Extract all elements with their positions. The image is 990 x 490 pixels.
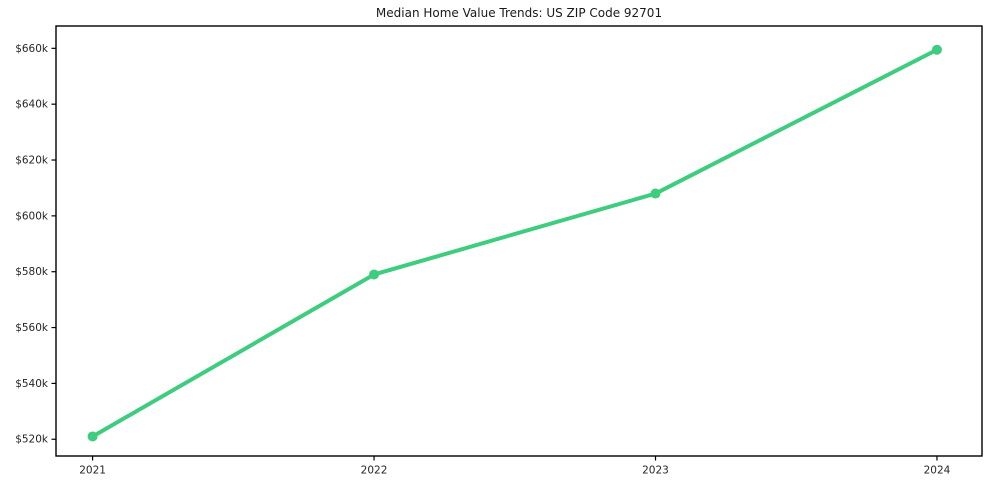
data-point-2022 <box>369 269 380 280</box>
plot-border <box>55 25 983 457</box>
y-tick-label: $540k <box>15 378 49 390</box>
y-tick-label: $600k <box>15 210 49 222</box>
y-tick-label: $520k <box>15 434 49 446</box>
x-tick-label: 2021 <box>79 465 106 477</box>
x-tick-label: 2024 <box>924 465 951 477</box>
data-point-2023 <box>650 188 661 199</box>
y-tick-label: $560k <box>15 322 49 334</box>
plot-area: $520k $540k $560k $580k $600k $620k $640k $660k… <box>15 25 983 477</box>
data-point-2024 <box>931 44 942 55</box>
x-tick-label: 2022 <box>361 465 388 477</box>
y-tick-label: $620k <box>15 155 49 167</box>
data-point-2021 <box>87 431 98 442</box>
y-tick-label: $660k <box>15 43 49 55</box>
x-tick-label: 2023 <box>642 465 669 477</box>
trend-line <box>90 47 939 439</box>
y-tick-label: $640k <box>15 99 49 111</box>
chart-title: Median Home Value Trends: US ZIP Code 92… <box>376 6 662 20</box>
y-tick-label: $580k <box>15 266 49 278</box>
